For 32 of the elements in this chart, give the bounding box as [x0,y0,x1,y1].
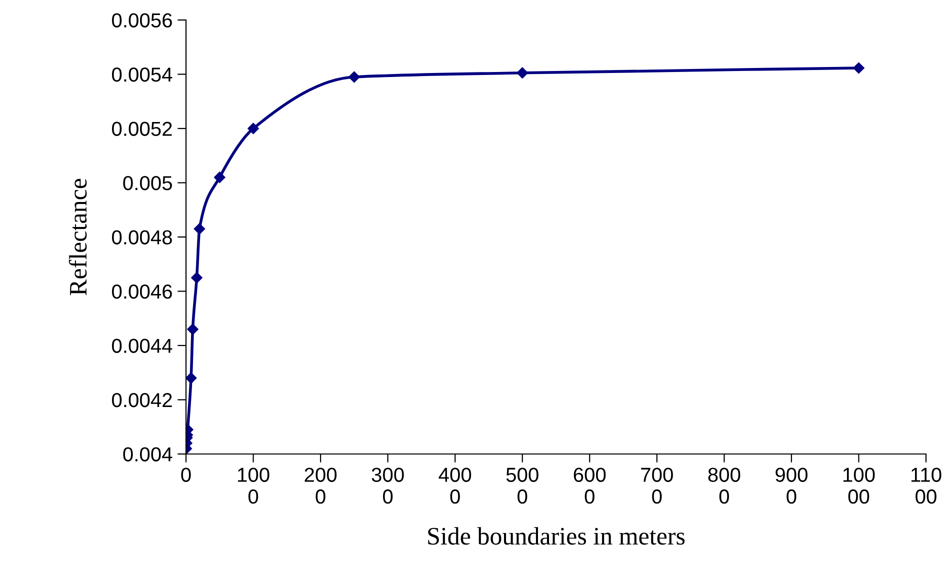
point [516,67,528,78]
y-tick-label: 0.0046 [112,284,172,299]
y-tick-label: 0.005 [123,176,172,190]
x-tick-label: 300 0 [372,468,404,504]
x-tick-label: 100 00 [843,468,875,504]
x-tick-label: 0 [181,468,191,482]
y-tick-label: 0.0042 [112,392,172,408]
y-axis-title: Reflectance [68,178,87,296]
y-tick-label: 0.0054 [112,67,172,82]
point [214,172,226,183]
x-tick-label: 900 0 [776,468,808,504]
x-tick-label: 400 0 [438,468,472,504]
x-tick-label: 110 00 [911,468,942,504]
point [194,223,206,234]
y-tick-label: 0.0044 [112,338,172,353]
point [186,372,197,384]
x-tick-label: 800 0 [708,468,740,504]
x-axis-title: Side boundaries in meters [428,527,685,545]
point [191,272,202,284]
y-tick-label: 0.0052 [112,122,172,136]
x-tick-label: 700 0 [641,468,673,504]
x-tick-label: 200 0 [304,468,337,504]
x-tick-label: 500 0 [506,468,538,504]
point [248,122,259,134]
point [187,324,198,335]
x-tick-label: 100 0 [238,468,270,504]
point [853,62,864,74]
x-tick-label: 600 0 [574,468,606,504]
y-tick-label: 0.0056 [112,13,172,28]
point [348,71,360,83]
y-tick-label: 0.0048 [112,230,172,244]
y-tick-label: 0.004 [123,447,172,462]
